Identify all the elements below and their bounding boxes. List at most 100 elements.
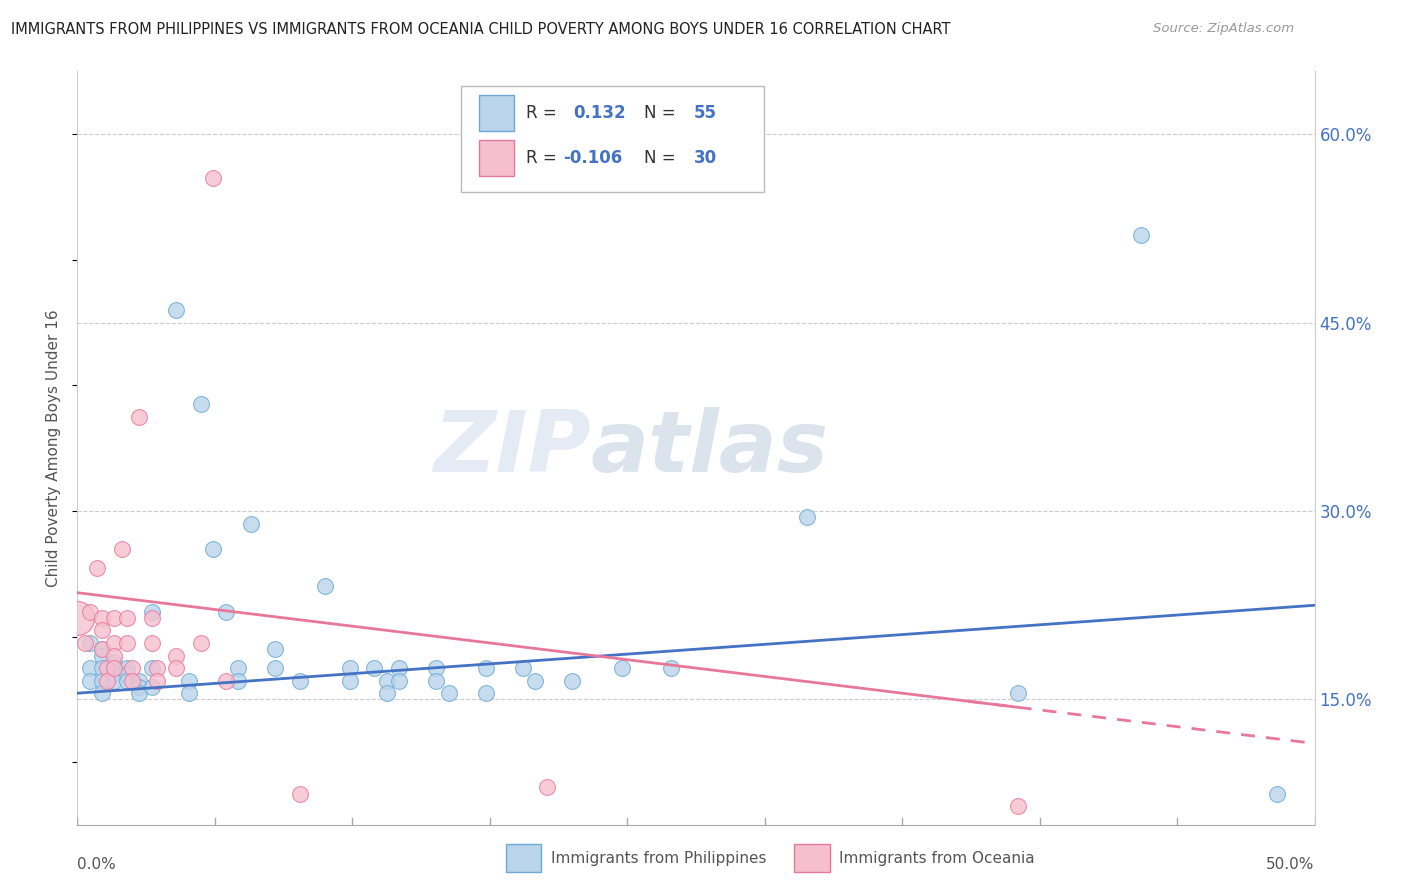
Point	[115, 636, 138, 650]
Point	[1267, 787, 1289, 801]
Point	[165, 661, 187, 675]
Point	[128, 673, 150, 688]
Point	[264, 661, 287, 675]
Point	[339, 673, 361, 688]
Point	[339, 661, 361, 675]
Point	[91, 611, 114, 625]
Point	[215, 673, 238, 688]
Point	[1007, 799, 1029, 814]
FancyBboxPatch shape	[461, 87, 763, 192]
Point	[73, 636, 96, 650]
Point	[165, 648, 187, 663]
Point	[79, 636, 101, 650]
Point	[474, 661, 496, 675]
Point	[288, 673, 311, 688]
Point	[103, 667, 125, 681]
Point	[512, 661, 534, 675]
Point	[226, 661, 249, 675]
Text: Immigrants from Philippines: Immigrants from Philippines	[551, 851, 766, 865]
Text: ZIP: ZIP	[433, 407, 591, 490]
Point	[610, 661, 633, 675]
Point	[141, 680, 163, 694]
Point	[91, 642, 114, 657]
Text: 55: 55	[693, 104, 717, 122]
Text: -0.106: -0.106	[564, 149, 623, 168]
Point	[66, 611, 89, 625]
Point	[425, 661, 447, 675]
Point	[141, 661, 163, 675]
Point	[388, 661, 411, 675]
Point	[288, 787, 311, 801]
Point	[91, 686, 114, 700]
Point	[388, 673, 411, 688]
Point	[91, 642, 114, 657]
Y-axis label: Child Poverty Among Boys Under 16: Child Poverty Among Boys Under 16	[46, 310, 62, 587]
Point	[375, 686, 398, 700]
Text: N =: N =	[644, 104, 681, 122]
Text: atlas: atlas	[591, 407, 830, 490]
Point	[190, 636, 212, 650]
Point	[86, 560, 108, 574]
Point	[524, 673, 547, 688]
Point	[79, 673, 101, 688]
Point	[145, 673, 167, 688]
Point	[145, 661, 167, 675]
Point	[215, 605, 238, 619]
Point	[202, 171, 225, 186]
Point	[1007, 686, 1029, 700]
Point	[177, 673, 200, 688]
Text: Immigrants from Oceania: Immigrants from Oceania	[839, 851, 1035, 865]
Point	[79, 605, 101, 619]
Text: R =: R =	[526, 104, 562, 122]
Point	[239, 516, 262, 531]
Point	[103, 661, 125, 675]
Text: 50.0%: 50.0%	[1267, 856, 1315, 871]
Point	[79, 661, 101, 675]
Point	[437, 686, 460, 700]
Point	[363, 661, 385, 675]
Text: N =: N =	[644, 149, 681, 168]
Point	[91, 624, 114, 638]
FancyBboxPatch shape	[479, 140, 515, 177]
Point	[190, 397, 212, 411]
Point	[202, 541, 225, 556]
Text: 30: 30	[693, 149, 717, 168]
Point	[177, 686, 200, 700]
Point	[141, 636, 163, 650]
Point	[103, 673, 125, 688]
Point	[1130, 227, 1153, 242]
Point	[264, 642, 287, 657]
Point	[536, 780, 558, 795]
Point	[314, 579, 336, 593]
Point	[111, 541, 134, 556]
Point	[165, 303, 187, 318]
Point	[103, 636, 125, 650]
Point	[474, 686, 496, 700]
Point	[96, 673, 118, 688]
Point	[115, 667, 138, 681]
Point	[91, 673, 114, 688]
FancyBboxPatch shape	[479, 95, 515, 131]
Point	[103, 661, 125, 675]
Point	[659, 661, 682, 675]
Point	[375, 673, 398, 688]
Point	[128, 686, 150, 700]
Point	[115, 661, 138, 675]
Point	[796, 510, 818, 524]
Point	[141, 611, 163, 625]
Point	[128, 409, 150, 424]
Point	[115, 611, 138, 625]
Point	[425, 673, 447, 688]
Point	[561, 673, 583, 688]
Point	[121, 661, 143, 675]
Text: 0.132: 0.132	[574, 104, 626, 122]
Point	[115, 673, 138, 688]
Point	[91, 661, 114, 675]
Text: R =: R =	[526, 149, 562, 168]
Text: Source: ZipAtlas.com: Source: ZipAtlas.com	[1153, 22, 1294, 36]
Point	[96, 661, 118, 675]
Point	[103, 648, 125, 663]
Point	[128, 680, 150, 694]
Point	[141, 605, 163, 619]
Point	[91, 648, 114, 663]
